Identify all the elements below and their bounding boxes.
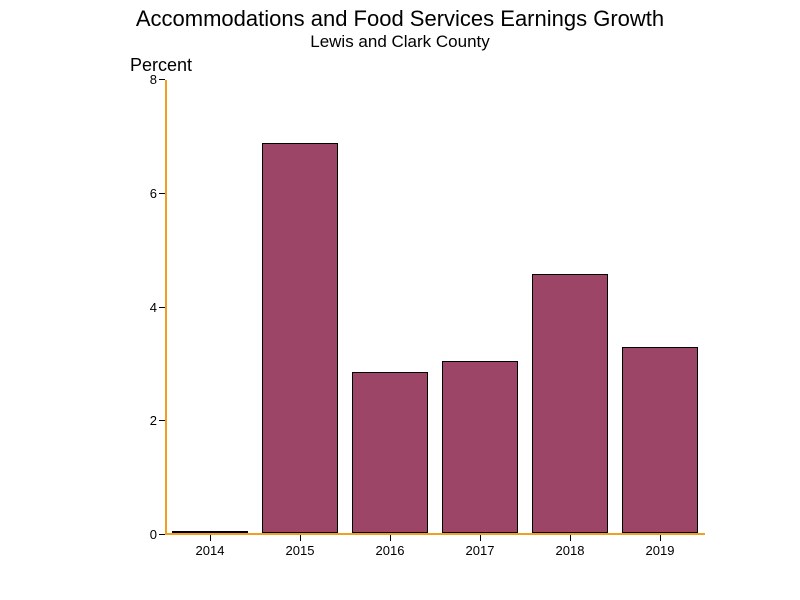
bar bbox=[262, 143, 339, 533]
x-tick-label: 2019 bbox=[615, 543, 705, 558]
y-tick-label: 2 bbox=[137, 413, 157, 428]
y-tick-label: 6 bbox=[137, 186, 157, 201]
x-tick-label: 2018 bbox=[525, 543, 615, 558]
y-tick-label: 0 bbox=[137, 527, 157, 542]
y-tick bbox=[159, 307, 165, 308]
x-tick-label: 2014 bbox=[165, 543, 255, 558]
x-tick bbox=[570, 535, 571, 541]
x-tick bbox=[210, 535, 211, 541]
y-tick bbox=[159, 79, 165, 80]
y-axis-line bbox=[165, 80, 167, 535]
y-tick bbox=[159, 193, 165, 194]
bar bbox=[352, 372, 429, 533]
x-tick bbox=[660, 535, 661, 541]
x-tick-label: 2017 bbox=[435, 543, 525, 558]
y-tick bbox=[159, 534, 165, 535]
x-tick bbox=[300, 535, 301, 541]
bar bbox=[622, 347, 699, 533]
y-tick-label: 8 bbox=[137, 72, 157, 87]
chart-subtitle: Lewis and Clark County bbox=[0, 32, 800, 52]
x-axis-line bbox=[165, 533, 705, 535]
x-tick bbox=[480, 535, 481, 541]
x-tick bbox=[390, 535, 391, 541]
plot-area: 02468201420152016201720182019 bbox=[165, 80, 705, 535]
bar bbox=[532, 274, 609, 533]
x-tick-label: 2015 bbox=[255, 543, 345, 558]
bar bbox=[172, 531, 249, 533]
y-tick bbox=[159, 420, 165, 421]
bar bbox=[442, 361, 519, 533]
x-tick-label: 2016 bbox=[345, 543, 435, 558]
y-tick-label: 4 bbox=[137, 300, 157, 315]
chart-title: Accommodations and Food Services Earning… bbox=[0, 6, 800, 32]
